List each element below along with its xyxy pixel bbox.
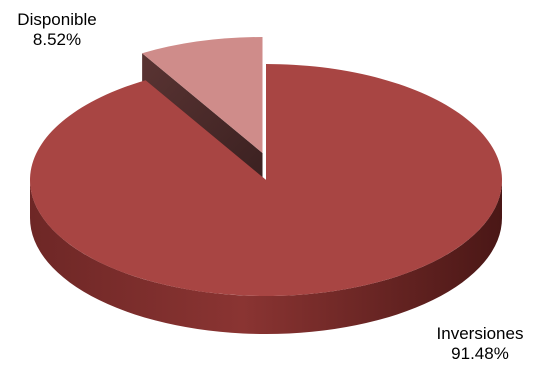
- slice-label-inversiones: Inversiones 91.48%: [412, 324, 548, 364]
- slice-inversiones: [29, 64, 502, 296]
- slice-label-disponible: Disponible 8.52%: [2, 10, 112, 50]
- slice-disponible: [142, 36, 263, 153]
- slice-name-disponible: Disponible: [17, 10, 97, 29]
- slice-side-inversiones: [30, 180, 502, 334]
- slice-name-inversiones: Inversiones: [436, 324, 524, 343]
- slice-value-inversiones: 91.48%: [451, 344, 509, 363]
- slice-value-disponible: 8.52%: [32, 30, 82, 49]
